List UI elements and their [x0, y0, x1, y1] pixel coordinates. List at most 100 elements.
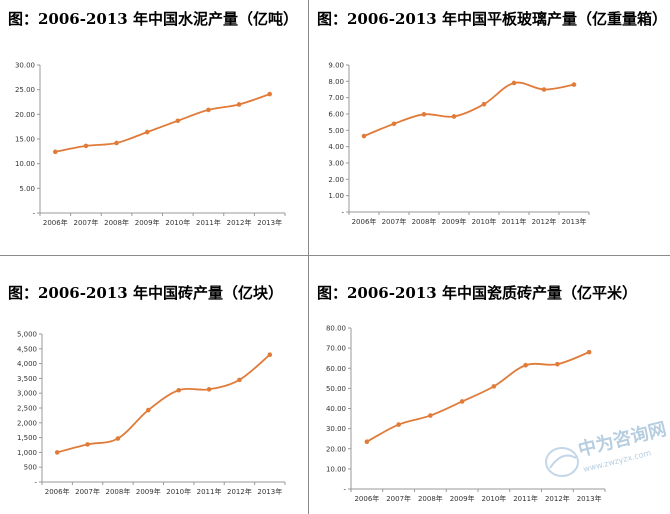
y-tick-label: 500	[24, 464, 37, 472]
y-tick-label: -	[32, 210, 35, 218]
data-point	[555, 361, 560, 367]
y-tick-label: 50.00	[326, 385, 346, 393]
chart-panel-porcelain-tile: 图：2006-2013 年中国瓷质砖产量（亿平米） - 10.00 20.00 30.…	[309, 256, 670, 514]
y-tick-label: 15.00	[15, 136, 35, 144]
y-tick-label: 4,000	[17, 360, 37, 368]
series-line	[363, 81, 575, 137]
data-point	[237, 377, 242, 383]
x-tick-label: 2008年	[104, 218, 129, 227]
y-tick-label: 60.00	[326, 365, 346, 373]
y-tick-label: 8.00	[328, 78, 344, 86]
chart-title: 图：2006-2013 年中国水泥产量（亿吨）	[8, 10, 298, 28]
y-tick-label: 10.00	[326, 465, 346, 473]
y-tick-label: 1.00	[328, 192, 344, 200]
y-tick-label: 5.00	[19, 185, 35, 193]
data-point	[267, 91, 272, 97]
x-tick-label: 2012年	[227, 218, 252, 227]
chart-title: 图：2006-2013 年中国砖产量（亿块）	[8, 284, 283, 302]
y-tick-label: 3.00	[328, 160, 344, 168]
y-tick-label: 3,500	[17, 375, 37, 383]
y-tick-label: 25.00	[15, 86, 35, 94]
data-point	[364, 439, 370, 445]
chart-panel-flat-glass: 图：2006-2013 年中国平板玻璃产量（亿重量箱） - 1.00 2.00 3.0…	[309, 0, 670, 255]
x-tick-label: 2011年	[502, 217, 527, 226]
data-point	[459, 399, 465, 404]
y-tick-label: 10.00	[15, 160, 35, 168]
x-tick-label: 2011年	[196, 218, 221, 227]
data-point	[586, 349, 592, 355]
chart-panel-brick: 图：2006-2013 年中国砖产量（亿块） - 500 1,000 1,500 2,0…	[0, 256, 308, 514]
x-tick-label: 2012年	[532, 217, 557, 226]
x-tick-label: 2010年	[165, 218, 190, 227]
data-point	[176, 387, 181, 393]
x-tick-label: 2011年	[513, 494, 538, 503]
data-point	[236, 102, 242, 107]
data-point	[571, 82, 577, 87]
data-point	[206, 107, 211, 113]
series-line	[55, 93, 270, 153]
data-point	[267, 352, 273, 358]
x-tick-label: 2012年	[227, 487, 252, 496]
y-tick-label: 5.00	[328, 127, 344, 135]
chart-svg: - 1.00 2.00 3.00 4.00 5.00 6.00 7.00 8.00 9.00 200…	[328, 62, 590, 226]
chart-svg: - 10.00 20.00 30.00 40.00 50.00 60.00 70.00 80.0…	[326, 325, 606, 503]
data-point	[53, 149, 58, 155]
data-point	[491, 384, 497, 389]
x-tick-label: 2013年	[257, 218, 282, 227]
data-point	[83, 143, 89, 149]
y-tick-label: -	[34, 479, 37, 487]
y-tick-label: 30.00	[15, 62, 35, 70]
series-line	[366, 351, 590, 443]
x-tick-label: 2011年	[197, 487, 222, 496]
data-point	[361, 133, 367, 139]
panel-divider-horizontal	[0, 255, 670, 256]
watermark-logo: 中为咨询网 www.zwzyzx.com	[540, 418, 670, 490]
x-tick-label: 2006年	[45, 487, 70, 496]
x-tick-label: 2013年	[577, 494, 602, 503]
y-tick-label: 4.00	[328, 143, 344, 151]
x-tick-label: 2008年	[418, 494, 443, 503]
chart-title: 图：2006-2013 年中国瓷质砖产量（亿平米）	[317, 284, 637, 302]
y-tick-label: 7.00	[328, 94, 344, 102]
x-tick-label: 2010年	[481, 494, 506, 503]
data-point	[451, 114, 457, 119]
data-point	[511, 80, 517, 86]
x-tick-label: 2009年	[442, 217, 467, 226]
x-tick-label: 2012年	[545, 494, 570, 503]
x-tick-label: 2007年	[75, 487, 100, 496]
x-tick-label: 2009年	[450, 494, 475, 503]
x-tick-label: 2013年	[562, 217, 587, 226]
y-tick-label: 3,000	[17, 390, 37, 398]
y-tick-label: 1,000	[17, 449, 37, 457]
x-tick-label: 2007年	[74, 218, 99, 227]
data-point	[54, 450, 60, 455]
y-tick-label: 40.00	[326, 405, 346, 413]
y-tick-label: -	[343, 486, 346, 494]
y-tick-label: 2,000	[17, 419, 37, 427]
data-point	[481, 101, 487, 107]
chart-svg: - 5.00 10.00 15.00 20.00 25.00 30.00 2006年 2007年…	[15, 62, 286, 227]
data-point	[85, 442, 90, 447]
data-point	[421, 112, 427, 117]
data-point	[396, 422, 401, 427]
data-point	[541, 87, 547, 92]
data-point	[428, 413, 433, 418]
data-point	[175, 118, 181, 124]
y-tick-label: 2.00	[328, 176, 344, 184]
x-tick-label: 2009年	[135, 218, 160, 227]
x-tick-label: 2006年	[352, 217, 377, 226]
data-point	[146, 407, 151, 413]
x-tick-label: 2006年	[43, 218, 68, 227]
y-tick-label: 70.00	[326, 345, 346, 353]
data-point	[391, 121, 397, 127]
y-tick-label: 4,500	[17, 345, 37, 353]
y-tick-label: 80.00	[326, 325, 346, 333]
data-point	[115, 436, 121, 441]
y-tick-label: 1,500	[17, 434, 37, 442]
x-tick-label: 2008年	[106, 487, 131, 496]
y-tick-label: 5,000	[17, 331, 37, 339]
x-tick-label: 2013年	[257, 487, 282, 496]
y-tick-label: 20.00	[15, 111, 35, 119]
y-tick-label: 30.00	[326, 425, 346, 433]
data-point	[114, 140, 119, 146]
